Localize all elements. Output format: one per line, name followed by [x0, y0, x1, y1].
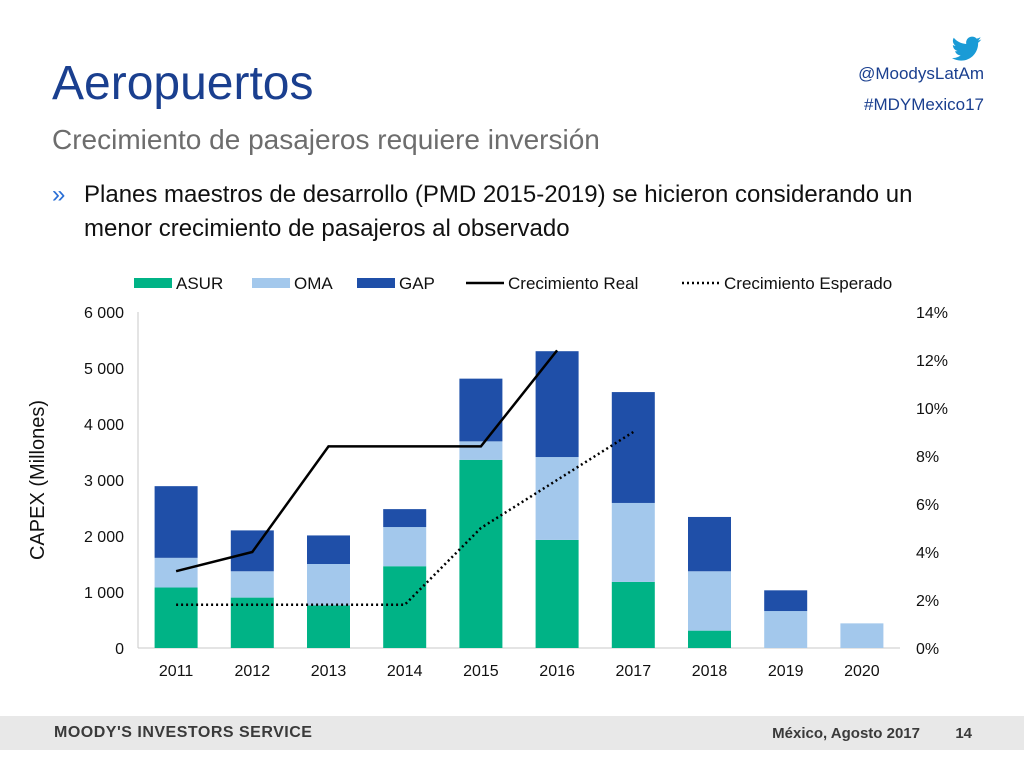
x-tick-label: 2015 [463, 663, 499, 680]
footer-bar: MOODY'S INVESTORS SERVICE México, Agosto… [0, 716, 1024, 750]
x-tick-label: 2019 [768, 663, 804, 680]
y2-tick-label: 0% [916, 641, 939, 658]
bar-gap [383, 509, 427, 528]
x-tick-label: 2011 [159, 663, 194, 680]
bar-oma [764, 611, 808, 648]
y2-tick-label: 12% [916, 353, 948, 370]
bar-oma [611, 502, 655, 582]
legend-swatch [252, 278, 290, 288]
x-tick-label: 2020 [844, 663, 880, 680]
y2-tick-label: 14% [916, 305, 948, 322]
bar-gap [459, 378, 503, 442]
footer-place-date: México, Agosto 2017 [772, 725, 920, 742]
x-tick-label: 2016 [539, 663, 575, 680]
y2-tick-label: 4% [916, 545, 939, 562]
bar-asur [688, 630, 731, 648]
bar-gap [535, 351, 579, 458]
bar-oma [688, 571, 731, 631]
bar-oma [307, 564, 350, 606]
bar-oma [154, 557, 198, 588]
slide-subtitle: Crecimiento de pasajeros requiere invers… [52, 124, 600, 155]
legend-label: GAP [399, 274, 435, 293]
bar-asur [307, 605, 350, 648]
y2-tick-label: 10% [916, 401, 948, 418]
legend-label: OMA [294, 274, 333, 293]
y-tick-label: 5 000 [84, 361, 124, 378]
bar-gap [611, 392, 655, 503]
page-number: 14 [955, 725, 972, 742]
legend-label: ASUR [176, 274, 223, 293]
bullet-marker: » [52, 181, 66, 208]
twitter-bird-icon [952, 36, 982, 61]
legend-swatch [357, 278, 395, 288]
y-tick-label: 6 000 [84, 305, 124, 322]
capex-chart: 0 1 000 2 000 3 000 4 000 5 000 6 000 0% 2% 4% 6% 8… [27, 274, 948, 680]
bar-asur [383, 566, 427, 648]
series-line-esperado [176, 430, 634, 607]
social-hashtag[interactable]: #MDYMexico17 [864, 95, 984, 114]
y-tick-label: 4 000 [84, 417, 124, 434]
footer-brand: MOODY'S INVESTORS SERVICE [54, 724, 313, 741]
bar-gap [764, 590, 808, 612]
x-tick-label: 2012 [235, 663, 271, 680]
y-tick-label: 3 000 [84, 473, 124, 490]
bar-oma [459, 441, 503, 460]
y2-tick-label: 6% [916, 497, 939, 514]
bar-asur [154, 587, 198, 648]
bullet-text: Planes maestros de desarrollo (PMD 2015-… [84, 181, 913, 242]
bar-asur [459, 459, 503, 648]
x-tick-label: 2017 [616, 663, 652, 680]
y2-tick-label: 8% [916, 449, 939, 466]
y-axis-label: CAPEX (Millones) [27, 400, 49, 560]
bar-oma [383, 527, 427, 567]
bar-gap [307, 535, 350, 564]
y-tick-label: 0 [115, 641, 124, 658]
x-tick-label: 2013 [311, 663, 347, 680]
bar-oma [535, 457, 579, 540]
x-tick-label: 2018 [692, 663, 728, 680]
bar-gap [688, 516, 731, 572]
legend-swatch [134, 278, 172, 288]
bar-oma [230, 571, 274, 598]
bar-asur [535, 539, 579, 648]
y-tick-label: 1 000 [84, 585, 124, 602]
legend-label: Crecimiento Esperado [724, 274, 892, 293]
series-line-real [175, 349, 559, 573]
bar-oma [840, 623, 884, 648]
y-tick-label: 2 000 [84, 529, 124, 546]
x-tick-label: 2014 [387, 663, 423, 680]
y2-tick-label: 2% [916, 593, 939, 610]
social-handle[interactable]: @MoodysLatAm [858, 64, 984, 83]
bar-gap [154, 486, 198, 558]
legend-label: Crecimiento Real [508, 274, 638, 293]
slide-title: Aeropuertos [52, 57, 314, 110]
bar-asur [611, 581, 655, 648]
